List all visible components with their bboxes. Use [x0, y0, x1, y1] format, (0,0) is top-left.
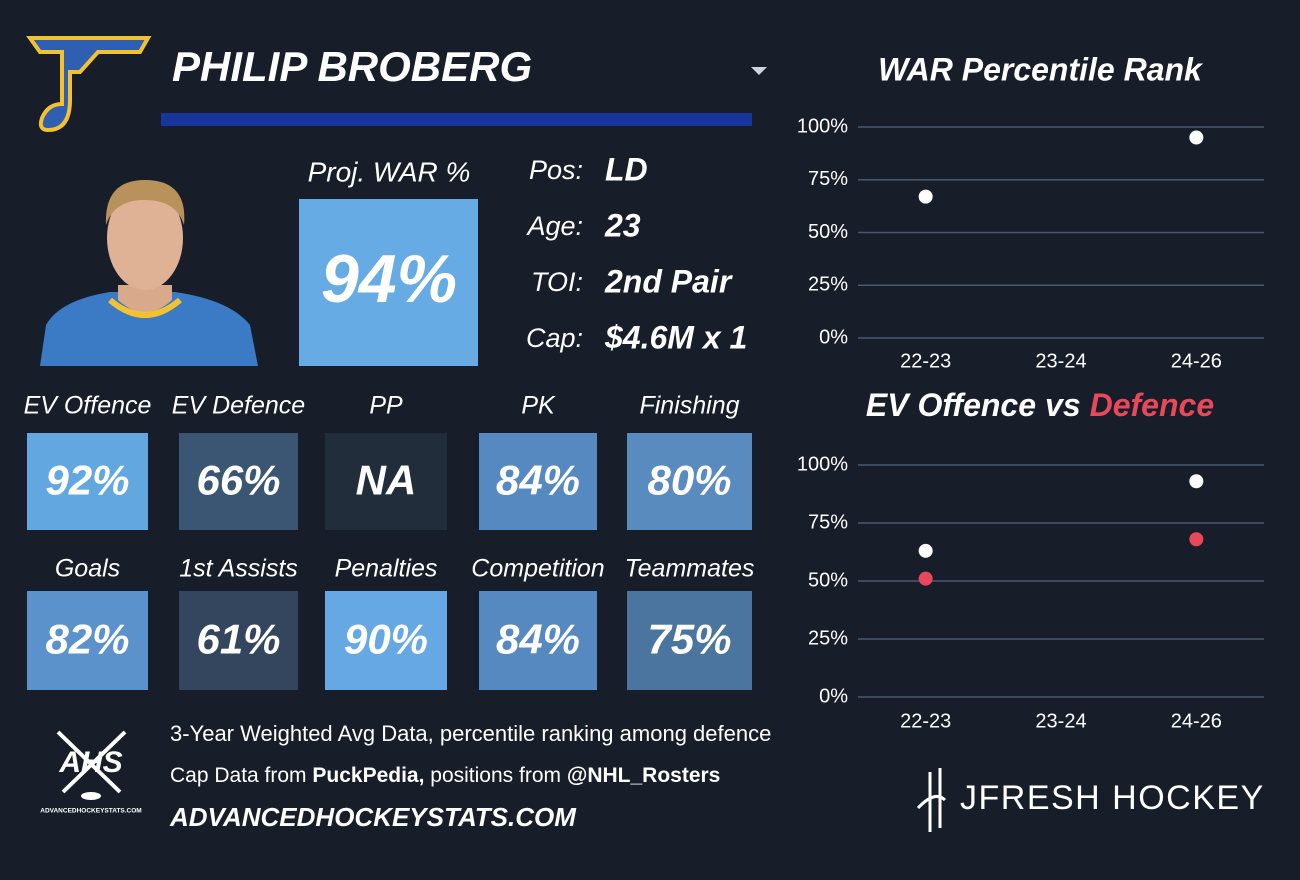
- tile-label: PK: [521, 392, 556, 420]
- tile-label: EV Defence: [172, 392, 305, 420]
- ahs-logo: AHS ADVANCEDHOCKEYSTATS.COM: [40, 730, 142, 815]
- x-tick-label: 22-23: [900, 350, 951, 372]
- tile-label: Goals: [55, 555, 120, 583]
- tile-value: 75%: [647, 616, 731, 663]
- brand-text: JFRESH HOCKEY: [960, 779, 1265, 817]
- info-label: Cap:: [526, 323, 583, 353]
- info-value: 2nd Pair: [604, 263, 733, 299]
- tile: [179, 433, 298, 530]
- tile-value: 84%: [496, 616, 580, 663]
- dropdown-arrow[interactable]: [751, 67, 767, 75]
- tile-label: Competition: [471, 555, 604, 583]
- y-tick-label: 25%: [808, 627, 848, 649]
- tile-value: NA: [356, 457, 417, 504]
- info-label: Age:: [525, 211, 583, 241]
- footer-note: 3-Year Weighted Avg Data, percentile ran…: [170, 721, 771, 746]
- x-tick-label: 23-24: [1035, 350, 1086, 372]
- y-tick-label: 0%: [819, 326, 848, 348]
- tile-value: 90%: [344, 616, 428, 663]
- point: [918, 543, 933, 558]
- tile: [27, 433, 148, 530]
- proj-value: 94%: [321, 241, 457, 317]
- y-tick-label: 50%: [808, 221, 848, 243]
- tile: [179, 591, 298, 690]
- y-tick-label: 75%: [808, 511, 848, 533]
- x-tick-label: 24-26: [1171, 350, 1222, 372]
- tile: [479, 591, 597, 690]
- title-joiner: vs: [1045, 387, 1081, 423]
- tile-value: 84%: [496, 457, 580, 504]
- point: [1189, 532, 1204, 547]
- legend-entry: EV Offence: [866, 387, 1036, 423]
- name-underline: [161, 113, 752, 126]
- chart: EV Offence vs Defence 0% 25% 50% 75% 100% 22-23 2…: [797, 387, 1264, 732]
- tile-value: 66%: [196, 457, 280, 504]
- tile-label: Finishing: [639, 392, 739, 420]
- tile-label: EV Offence: [24, 392, 152, 420]
- tile-value: 92%: [45, 457, 129, 504]
- player-name: PHILIP BROBERG: [172, 43, 532, 90]
- chart-title: EV Offence vs Defence: [866, 387, 1214, 423]
- tile-label: Teammates: [625, 555, 755, 583]
- footer-credits: Cap Data from PuckPedia, positions from …: [170, 764, 720, 787]
- chart: WAR Percentile Rank 0% 25% 50% 75% 100% 22-23 2…: [797, 51, 1264, 372]
- stat-tiles: EV Offence 92% EV Defence 66% PP NA PK 84% Finis…: [24, 392, 755, 690]
- x-tick-label: 22-23: [900, 710, 951, 732]
- team-logo: [26, 36, 152, 133]
- point: [1189, 474, 1204, 489]
- ahs-logo-text: AHS: [58, 746, 122, 779]
- footer-site[interactable]: ADVANCEDHOCKEYSTATS.COM: [169, 802, 577, 832]
- x-tick-label: 23-24: [1035, 710, 1086, 732]
- point: [918, 571, 933, 586]
- credit-text: positions from: [424, 764, 566, 787]
- info-label: Pos:: [529, 155, 583, 185]
- info-value: $4.6M x 1: [604, 319, 747, 355]
- tile: [325, 433, 447, 530]
- credit-link[interactable]: PuckPedia,: [312, 764, 424, 787]
- y-tick-label: 100%: [797, 115, 848, 137]
- y-tick-label: 0%: [819, 685, 848, 707]
- tile: [27, 591, 148, 690]
- point: [1189, 130, 1204, 145]
- info-value: 23: [604, 207, 641, 243]
- legend-entry: Defence: [1090, 387, 1215, 423]
- ahs-logo-caption: ADVANCEDHOCKEYSTATS.COM: [40, 808, 141, 815]
- tile: [325, 591, 447, 690]
- credit-text: Cap Data from: [170, 764, 312, 787]
- charts: WAR Percentile Rank 0% 25% 50% 75% 100% 22-23 2…: [797, 51, 1264, 732]
- tile-value: 61%: [196, 616, 280, 663]
- tile-label: PP: [369, 392, 403, 420]
- tile-value: 80%: [647, 457, 731, 504]
- y-tick-label: 25%: [808, 274, 848, 296]
- player-photo: [40, 180, 258, 366]
- y-tick-label: 100%: [797, 453, 848, 475]
- point: [918, 189, 933, 204]
- tile-label: 1st Assists: [179, 555, 298, 583]
- jfresh-logo: JFRESH HOCKEY: [916, 768, 1265, 832]
- credit-link[interactable]: @NHL_Rosters: [567, 764, 721, 787]
- info-label: TOI:: [531, 267, 583, 297]
- proj-label: Proj. WAR %: [308, 156, 471, 187]
- tile: [479, 433, 597, 530]
- tile: [627, 591, 752, 690]
- proj-box: [299, 199, 478, 366]
- x-tick-label: 24-26: [1171, 710, 1222, 732]
- player-info: Pos: LD Age: 23 TOI: 2nd Pair Cap: $4.6M x 1: [525, 151, 747, 355]
- y-tick-label: 50%: [808, 569, 848, 591]
- tile: [627, 433, 752, 530]
- y-tick-label: 75%: [808, 168, 848, 190]
- chart-title: WAR Percentile Rank: [878, 51, 1204, 87]
- tile-value: 82%: [45, 616, 129, 663]
- info-value: LD: [605, 151, 648, 187]
- tile-label: Penalties: [335, 555, 438, 583]
